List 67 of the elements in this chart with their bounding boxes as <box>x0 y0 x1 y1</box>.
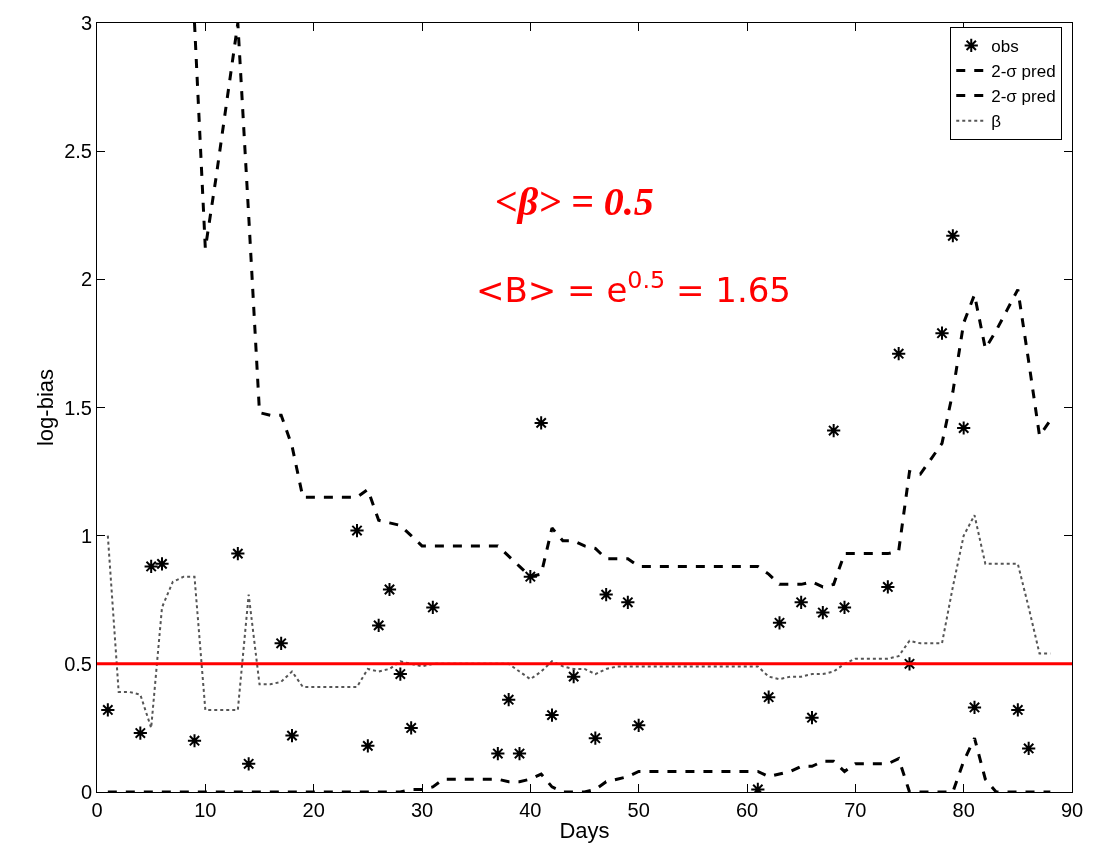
point <box>587 730 603 746</box>
x-tick-label: 50 <box>627 799 650 821</box>
y-tick-label: 1.5 <box>64 396 92 419</box>
point <box>804 710 820 726</box>
point <box>771 615 788 631</box>
point <box>154 556 170 572</box>
y-tick-label: 1 <box>80 524 92 547</box>
y-tick-label: 3 <box>80 12 92 34</box>
annotation: <β> = 0.5 <box>495 179 654 224</box>
point <box>349 522 365 539</box>
point <box>371 617 387 633</box>
legend-label: obs <box>991 37 1019 57</box>
point <box>132 725 148 741</box>
point <box>230 546 246 562</box>
point <box>598 587 614 603</box>
point <box>143 558 159 575</box>
legend-label: 2-σ pred <box>991 87 1056 107</box>
legend-label: 2-σ pred <box>991 62 1056 82</box>
y-axis-title: log-bias <box>32 368 58 447</box>
point <box>186 733 203 749</box>
point <box>620 594 636 610</box>
point <box>100 702 116 718</box>
x-tick-label: 60 <box>735 799 759 821</box>
point <box>631 717 647 733</box>
point <box>511 745 528 762</box>
legend-label: β <box>991 112 1002 132</box>
point <box>945 228 961 244</box>
annotation: <B> = e$^{0.5}$ = 1.65 <box>476 266 791 311</box>
x-tick-label: 90 <box>1060 799 1084 821</box>
point <box>880 579 896 595</box>
point <box>826 422 842 439</box>
point <box>891 346 907 362</box>
x-tick-label: 40 <box>519 799 542 821</box>
x-tick-label: 80 <box>952 799 975 821</box>
point <box>1021 740 1037 757</box>
y-tick-label: 2.5 <box>64 140 92 163</box>
y-tick-label: 0 <box>80 781 92 803</box>
point <box>241 756 257 772</box>
x-tick-label: 10 <box>194 799 217 821</box>
point <box>836 599 853 616</box>
point <box>544 707 560 723</box>
point <box>273 635 289 651</box>
point <box>566 669 582 685</box>
point <box>284 728 300 744</box>
x-tick-label: 30 <box>410 799 434 821</box>
point <box>533 415 549 431</box>
point <box>815 604 831 621</box>
point <box>522 569 538 585</box>
point <box>501 692 517 708</box>
point <box>392 666 408 682</box>
point <box>381 581 398 598</box>
point <box>966 699 983 716</box>
x-axis-title: Days <box>559 817 610 843</box>
point <box>425 599 441 616</box>
point <box>934 325 950 341</box>
y-tick-label: 0.5 <box>64 652 92 675</box>
point <box>403 720 419 736</box>
y-tick-label: 2 <box>80 268 92 291</box>
x-tick-label: 20 <box>302 799 325 821</box>
point <box>793 594 809 610</box>
point <box>901 656 918 672</box>
point <box>761 689 777 705</box>
x-tick-label: 70 <box>844 799 867 821</box>
point <box>1010 702 1026 718</box>
point <box>360 738 376 754</box>
point <box>956 420 972 436</box>
point <box>490 745 506 762</box>
